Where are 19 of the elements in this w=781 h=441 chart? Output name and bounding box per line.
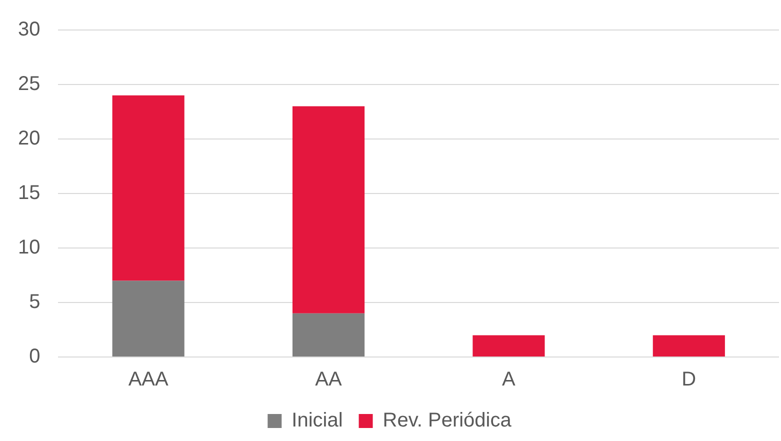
y-tick-label: 25 (18, 73, 40, 96)
x-tick-label: AA (315, 368, 343, 391)
y-tick-label: 5 (29, 291, 40, 314)
bar (292, 313, 365, 356)
x-tick-label: A (502, 368, 516, 391)
y-tick-label: 20 (18, 128, 40, 150)
bar (652, 335, 725, 356)
legend-label: Rev. Periódica (382, 410, 512, 432)
legend-label: Inicial (292, 410, 343, 432)
bar (112, 280, 184, 356)
x-tick-label: D (682, 368, 696, 391)
bar (112, 95, 184, 281)
bar (472, 335, 545, 356)
y-tick-label: 30 (18, 18, 40, 41)
y-tick-label: 10 (18, 236, 40, 259)
bar (292, 106, 365, 314)
y-tick-label: 15 (18, 182, 40, 204)
x-tick-label: AAA (128, 368, 170, 391)
y-tick-label: 0 (29, 346, 40, 368)
